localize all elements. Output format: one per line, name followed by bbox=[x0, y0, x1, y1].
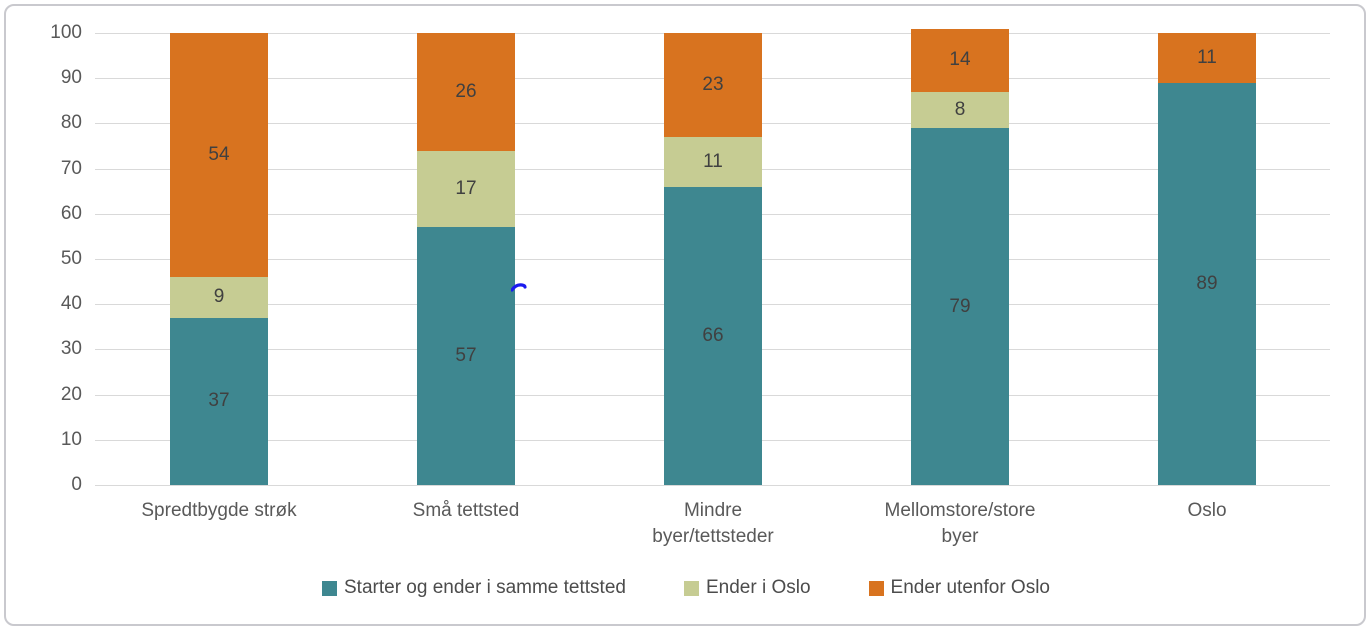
data-label: 37 bbox=[208, 390, 230, 412]
data-label: 14 bbox=[949, 49, 971, 71]
data-label: 89 bbox=[1196, 272, 1218, 294]
gridline-0 bbox=[95, 485, 1330, 486]
y-axis-tick-label: 40 bbox=[60, 293, 82, 314]
legend-label: Ender utenfor Oslo bbox=[890, 577, 1050, 598]
data-label: 54 bbox=[208, 144, 230, 165]
bar-segment bbox=[911, 127, 1009, 485]
bar-segment bbox=[417, 150, 515, 228]
y-axis-tick-label: 20 bbox=[60, 384, 82, 405]
data-label: 79 bbox=[949, 295, 971, 317]
y-axis-tick-label: 10 bbox=[60, 429, 82, 450]
x-axis-category-label: Små tettsted bbox=[412, 500, 520, 521]
y-axis-tick-label: 50 bbox=[60, 248, 82, 269]
bar-segment bbox=[170, 317, 268, 485]
x-axis-category-label: Mellomstore/store byer bbox=[884, 500, 1036, 547]
data-label: 8 bbox=[954, 98, 966, 120]
y-axis-tick-label: 100 bbox=[50, 22, 82, 43]
data-label: 11 bbox=[1197, 46, 1217, 68]
blue-pen-mark bbox=[511, 283, 527, 292]
legend-item: Starter og ender i samme tettsted bbox=[322, 577, 626, 599]
x-axis-category-label: Mindre byer/tettsteder bbox=[652, 500, 774, 547]
legend-swatch-icon bbox=[683, 580, 699, 596]
data-label: 23 bbox=[702, 74, 724, 95]
y-axis-tick-label: 30 bbox=[60, 338, 82, 359]
data-label: 9 bbox=[213, 286, 225, 308]
legend-swatch-icon bbox=[868, 580, 884, 596]
legend-label: Starter og ender i samme tettsted bbox=[344, 577, 626, 598]
bar-segment bbox=[664, 186, 762, 485]
chart-legend: Starter og ender i samme tettsted Ender i… bbox=[0, 577, 1372, 599]
bar-segment bbox=[1158, 33, 1256, 83]
bar-segment bbox=[1158, 82, 1256, 485]
x-axis-category-label: Spredtbygde strøk bbox=[141, 500, 297, 521]
bar-segment bbox=[170, 277, 268, 318]
bar-segment bbox=[170, 33, 268, 278]
legend-swatch-icon bbox=[322, 580, 337, 596]
bar-segment bbox=[417, 227, 515, 485]
bar-segment bbox=[417, 33, 515, 151]
y-axis-tick-label: 90 bbox=[60, 67, 82, 88]
legend-label: Ender i Oslo bbox=[705, 577, 811, 598]
legend-item: Ender utenfor Oslo bbox=[868, 577, 1050, 599]
y-axis-tick-label: 0 bbox=[71, 474, 82, 495]
bar-segment bbox=[911, 91, 1009, 128]
data-label: 66 bbox=[702, 324, 724, 346]
data-label: 11 bbox=[703, 150, 723, 172]
y-axis-tick-label: 70 bbox=[60, 158, 82, 179]
x-axis-category-label: Oslo bbox=[1187, 500, 1227, 521]
bar-segment bbox=[664, 33, 762, 137]
y-axis-tick-label: 80 bbox=[60, 112, 82, 133]
bar-segment bbox=[911, 28, 1009, 92]
y-axis-tick-label: 60 bbox=[60, 203, 82, 224]
data-label: 17 bbox=[455, 177, 477, 199]
data-label: 26 bbox=[455, 80, 477, 102]
data-label: 57 bbox=[455, 345, 477, 367]
bar-segment bbox=[664, 137, 762, 187]
legend-item: Ender i Oslo bbox=[683, 577, 811, 599]
